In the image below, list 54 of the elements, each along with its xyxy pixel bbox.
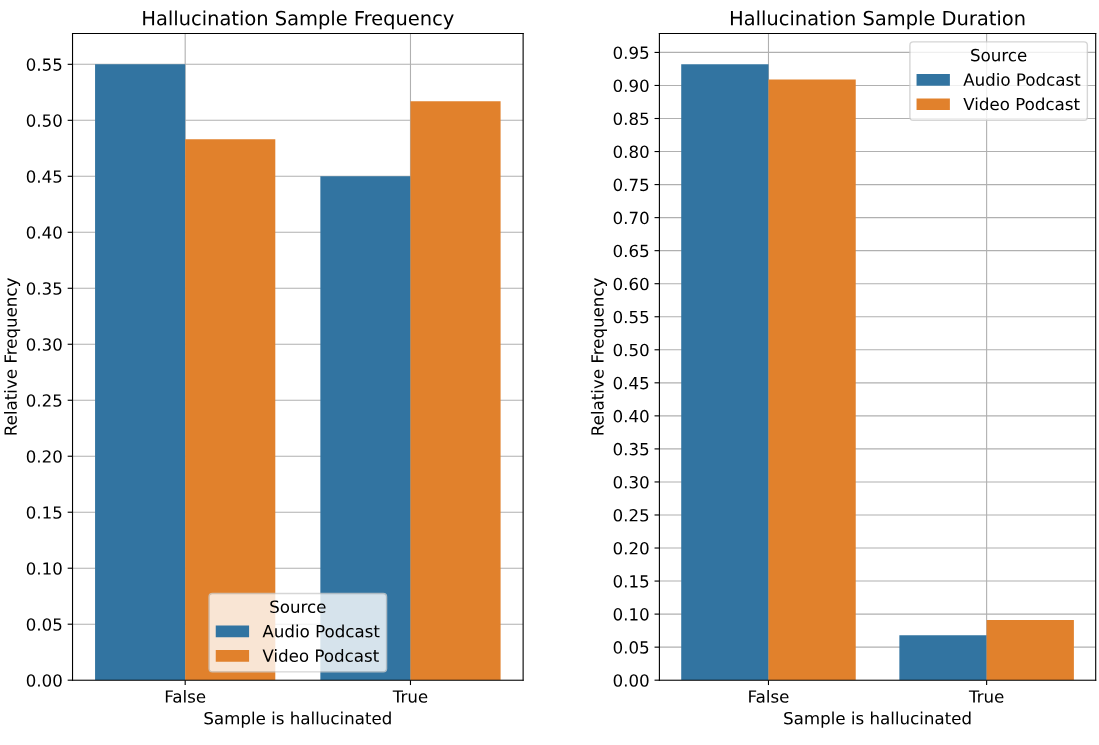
y-tick-label: 0.15 [26,506,62,519]
legend-title: Source [971,48,1027,62]
y-axis-title: Relative Frequency [590,278,608,435]
y-tick-label: 0.55 [26,58,62,71]
y-axis-title: Relative Frequency [4,278,21,435]
y-tick-label: 0.40 [26,226,62,239]
x-tick-label: True [392,690,428,703]
y-tick-label: 0.85 [613,112,649,126]
y-tick-label: 0.45 [26,170,62,183]
chart-title: Hallucination Sample Frequency [143,10,454,30]
y-tick-label: 0.30 [26,338,62,351]
legend-label: Video Podcast [262,649,379,662]
y-tick-label: 0.25 [613,508,649,522]
y-tick-label: 0.50 [26,114,62,127]
bar [986,620,1074,681]
legend-title: Source [270,600,326,614]
y-tick-label: 0.00 [613,674,649,687]
bar [410,101,501,681]
chart-title: Hallucination Sample Duration [730,10,1025,30]
x-tick-label: False [165,689,206,703]
bar [899,635,987,681]
y-tick-label: 0.25 [26,394,62,407]
x-tick-label: True [968,690,1004,703]
y-tick-label: 0.40 [613,409,649,423]
x-axis-title: Sample is hallucinated [204,711,391,728]
y-tick-label: 0.20 [26,450,62,463]
y-tick-label: 0.75 [613,178,649,192]
y-tick-label: 0.80 [613,145,649,159]
y-tick-label: 0.35 [26,282,62,295]
y-tick-label: 0.90 [613,79,649,93]
y-tick-label: 0.65 [613,244,649,258]
y-tick-label: 0.50 [613,343,649,357]
y-tick-label: 0.60 [613,277,649,291]
y-tick-label: 0.55 [613,310,649,324]
bar [95,64,186,681]
y-tick-label: 0.70 [613,211,649,225]
legend-label: Audio Podcast [262,624,380,638]
y-tick-label: 0.10 [613,608,649,621]
legend-label: Audio Podcast [963,72,1081,86]
y-tick-label: 0.15 [613,575,649,588]
bar [768,79,856,681]
y-tick-label: 0.20 [613,541,649,555]
y-tick-label: 0.00 [26,674,62,687]
y-tick-label: 0.45 [613,376,649,390]
x-tick-label: False [749,689,789,703]
legend-label: Video Podcast [963,97,1080,111]
y-tick-label: 0.10 [26,562,62,575]
bar [681,64,769,681]
y-tick-label: 0.35 [613,442,649,456]
y-tick-label: 0.30 [613,475,649,489]
y-tick-label: 0.05 [613,641,649,654]
x-axis-title: Sample is hallucinated [784,711,971,728]
y-tick-label: 0.05 [26,618,62,631]
y-tick-label: 0.95 [613,46,649,59]
